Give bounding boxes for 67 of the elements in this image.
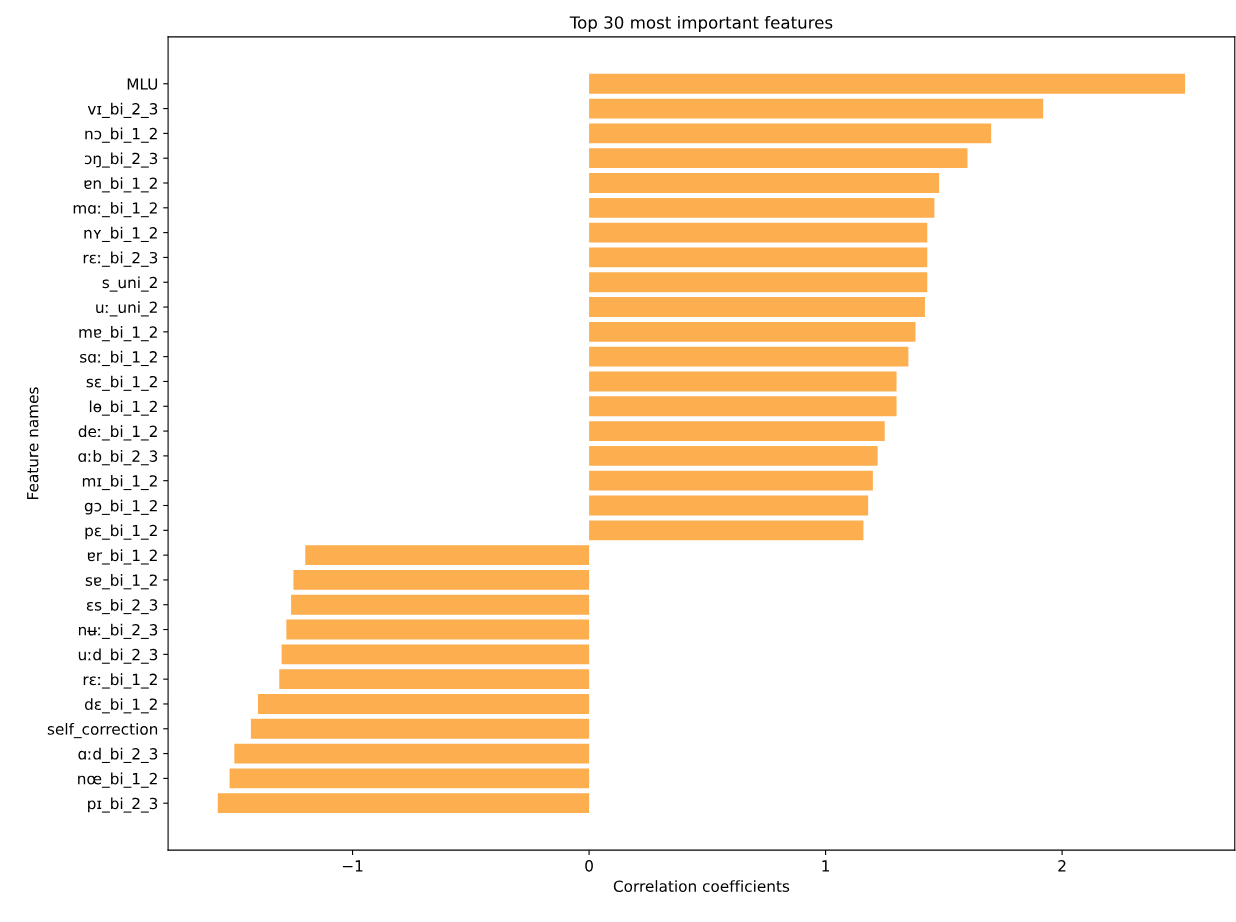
y-tick-label: ɑːb_bi_2_3	[78, 450, 158, 466]
bar	[279, 669, 590, 690]
bar	[589, 73, 1186, 94]
y-tick-label: rɛː_bi_2_3	[83, 251, 158, 267]
bar	[234, 743, 590, 764]
y-tick-label: ɑːd_bi_2_3	[78, 747, 158, 763]
y-tick-label: mɐ_bi_1_2	[79, 326, 157, 342]
y-tick-label: mɪ_bi_1_2	[82, 474, 157, 491]
bar	[589, 346, 909, 367]
y-axis-title: Feature names	[27, 387, 39, 499]
bar	[229, 768, 590, 789]
y-tick-label: lɵ_bi_1_2	[89, 400, 157, 416]
bar	[589, 321, 916, 342]
bar	[589, 148, 968, 169]
bar	[589, 173, 940, 193]
y-tick-label: sɛ_bi_1_2	[86, 375, 157, 391]
bar	[305, 545, 590, 566]
y-tick-label: pɛ_bi_1_2	[85, 524, 157, 540]
x-tick-label: 1	[822, 860, 830, 872]
y-tick-label: gɔ_bi_1_2	[84, 499, 157, 515]
bar	[589, 396, 897, 417]
bar	[250, 718, 590, 739]
bar	[589, 123, 992, 144]
bar	[291, 594, 590, 615]
y-tick-label: nœ_bi_1_2	[78, 772, 157, 788]
bar	[217, 793, 590, 814]
bar	[589, 222, 928, 243]
y-tick-label: deː_bi_1_2	[78, 425, 157, 441]
x-tick-label: −1	[342, 860, 363, 872]
y-tick-label: uː_uni_2	[96, 301, 157, 317]
y-tick-label: ɔŋ_bi_2_3	[84, 152, 158, 168]
y-tick-label: pɪ_bi_2_3	[88, 797, 158, 813]
bar	[589, 197, 935, 218]
y-tick-label: ɐr_bi_1_2	[87, 549, 157, 565]
y-tick-label: ɐn_bi_1_2	[84, 177, 157, 193]
bar	[589, 371, 897, 392]
y-tick-label: MLU	[127, 78, 158, 90]
bar	[589, 470, 873, 491]
bar	[293, 570, 590, 590]
y-tick-label: sɑː_bi_1_2	[80, 350, 157, 367]
bar	[589, 272, 928, 293]
bar	[589, 520, 864, 541]
y-tick-label: nʉː_bi_2_3	[78, 623, 158, 639]
y-tick-label: mɑː_bi_1_2	[73, 202, 157, 218]
y-tick-label: dɛ_bi_1_2	[84, 698, 157, 714]
y-tick-label: nʏ_bi_1_2	[84, 226, 157, 243]
x-tick-label: 2	[1058, 860, 1066, 872]
y-tick-label: rɛː_bi_1_2	[83, 673, 157, 689]
y-tick-label: s_uni_2	[102, 276, 157, 292]
y-tick-label: sɐ_bi_1_2	[85, 574, 157, 590]
x-tick-label: 0	[585, 860, 593, 872]
y-tick-label: nɔ_bi_1_2	[85, 127, 157, 143]
bar	[589, 445, 878, 466]
x-axis-title: Correlation coefficients	[613, 880, 790, 892]
bar	[589, 247, 928, 268]
bar	[589, 421, 885, 441]
bar	[589, 297, 925, 317]
bar	[286, 619, 590, 640]
y-tick-label: ɛs_bi_2_3	[86, 598, 158, 615]
y-tick-label: self_correction	[47, 722, 158, 739]
bar	[589, 495, 869, 516]
y-tick-label: vɪ_bi_2_3	[87, 102, 158, 118]
bar	[257, 694, 590, 714]
y-tick-label: uːd_bi_2_3	[78, 648, 158, 664]
bar	[281, 644, 590, 665]
bar	[589, 98, 1044, 119]
chart-title: Top 30 most important features	[569, 15, 833, 33]
